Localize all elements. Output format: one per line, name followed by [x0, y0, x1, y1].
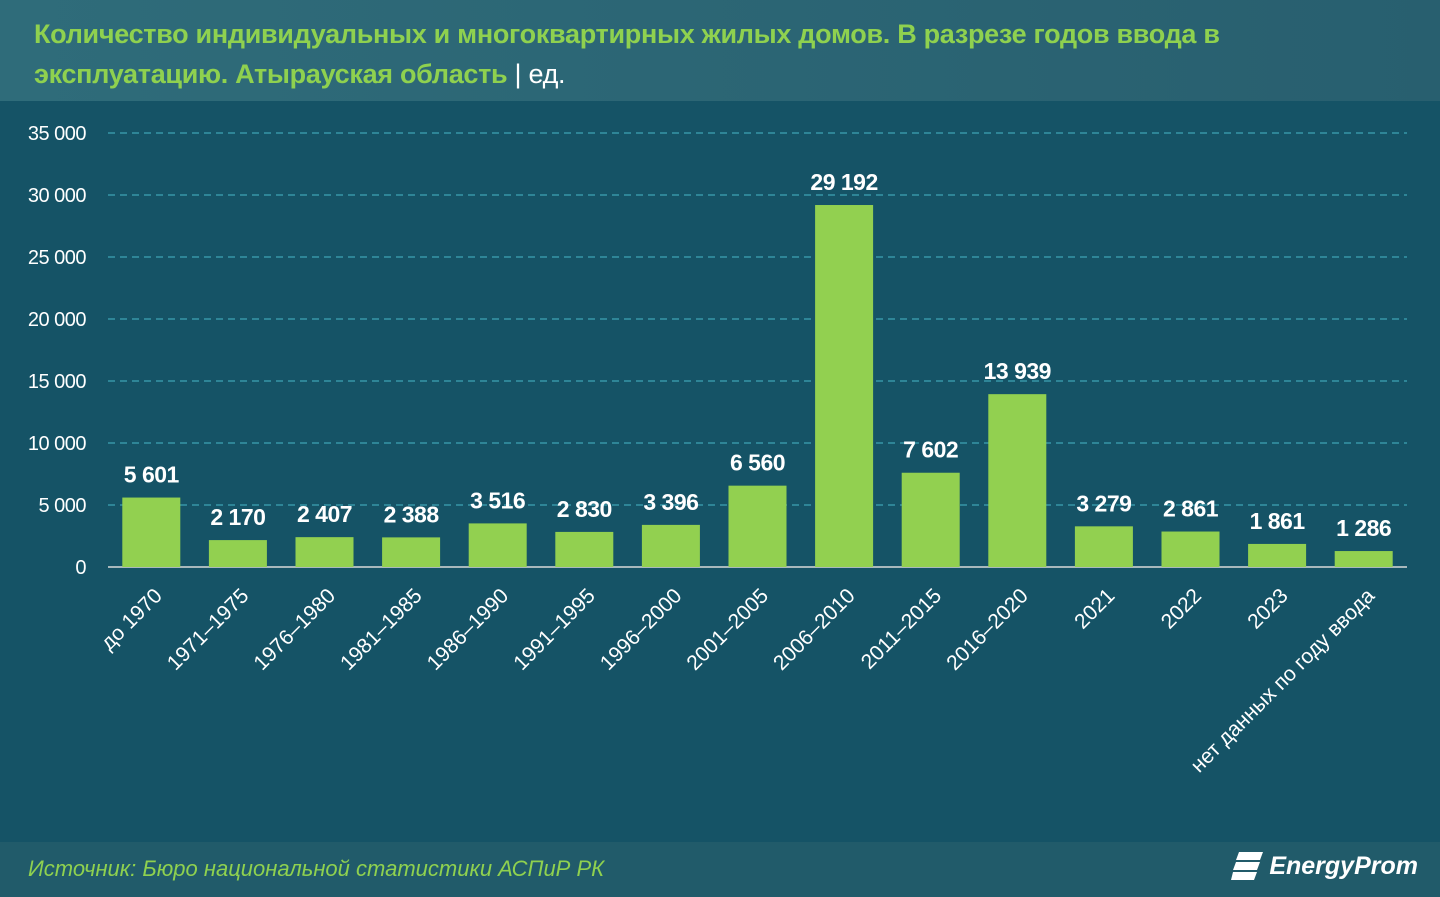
x-tick-label: 1986–1990: [423, 584, 514, 675]
chart-title: Количество индивидуальных и многоквартир…: [34, 14, 1384, 94]
data-label: 3 396: [643, 489, 698, 515]
y-tick-label: 15 000: [28, 371, 87, 393]
logo-text: EnergyProm: [1269, 851, 1418, 880]
x-tick-label: 1991–1995: [509, 584, 600, 675]
data-label: 29 192: [810, 169, 877, 195]
y-tick-label: 20 000: [28, 309, 87, 331]
x-tick-label: 2001–2005: [682, 584, 773, 675]
x-tick-label: нет данных по году ввода: [1186, 584, 1379, 777]
y-tick-label: 10 000: [28, 433, 87, 455]
footer: Источник: Бюро национальной статистики А…: [0, 842, 1440, 897]
bar: [641, 524, 700, 567]
y-tick-label: 0: [75, 557, 86, 579]
data-label: 1 286: [1336, 515, 1391, 541]
source-note: Источник: Бюро национальной статистики А…: [28, 856, 605, 881]
bar: [208, 540, 267, 567]
y-tick-label: 35 000: [28, 123, 87, 145]
data-label: 5 601: [124, 462, 180, 488]
bar: [728, 485, 787, 567]
x-tick-label: 2022: [1157, 584, 1206, 633]
x-tick-label: 2021: [1070, 584, 1119, 633]
title-text: Количество индивидуальных и многоквартир…: [34, 19, 1220, 89]
data-label: 6 560: [730, 450, 785, 476]
x-tick-label: 1981–1985: [336, 584, 427, 675]
x-tick-label: 1996–2000: [596, 584, 687, 675]
data-label: 1 861: [1250, 508, 1306, 534]
bar-chart: 0 5 000 10 000 15 000 20 000 25 000 30 000 35 0…: [28, 123, 1407, 777]
data-label: 2 861: [1163, 496, 1219, 522]
x-tick-label: 1976–1980: [249, 584, 340, 675]
data-label: 3 516: [470, 487, 525, 513]
data-label: 7 602: [903, 437, 958, 463]
bar: [295, 537, 354, 567]
bar: [468, 523, 527, 567]
logo-icon: [1231, 852, 1264, 880]
unit-label: | ед.: [514, 59, 566, 89]
bar: [988, 394, 1047, 567]
data-label: 3 279: [1076, 490, 1131, 516]
header: Количество индивидуальных и многоквартир…: [0, 0, 1440, 101]
x-tick-label: 2006–2010: [769, 584, 860, 675]
data-label: 2 388: [384, 501, 440, 527]
bar: [1248, 543, 1307, 567]
y-tick-label: 5 000: [38, 495, 86, 517]
x-tick-label: 1971–1975: [163, 584, 254, 675]
data-label: 2 830: [557, 496, 612, 522]
y-tick-label: 25 000: [28, 247, 87, 269]
bar: [1074, 526, 1133, 567]
bar: [1334, 551, 1393, 567]
bar: [382, 537, 441, 567]
data-label: 2 170: [210, 504, 265, 530]
bar: [901, 472, 960, 567]
x-tick-label: 2016–2020: [942, 584, 1033, 675]
bar: [815, 205, 874, 567]
bar: [1161, 531, 1220, 567]
x-tick-label: до 1970: [96, 584, 166, 654]
x-tick-label: 2011–2015: [857, 584, 946, 673]
y-tick-label: 30 000: [28, 185, 87, 207]
x-tick-label: 2023: [1243, 584, 1292, 633]
bar: [555, 531, 614, 567]
energyprom-logo: EnergyProm: [1231, 850, 1418, 882]
bar: [122, 497, 181, 567]
data-label: 2 407: [297, 501, 352, 527]
data-label: 13 939: [984, 358, 1051, 384]
